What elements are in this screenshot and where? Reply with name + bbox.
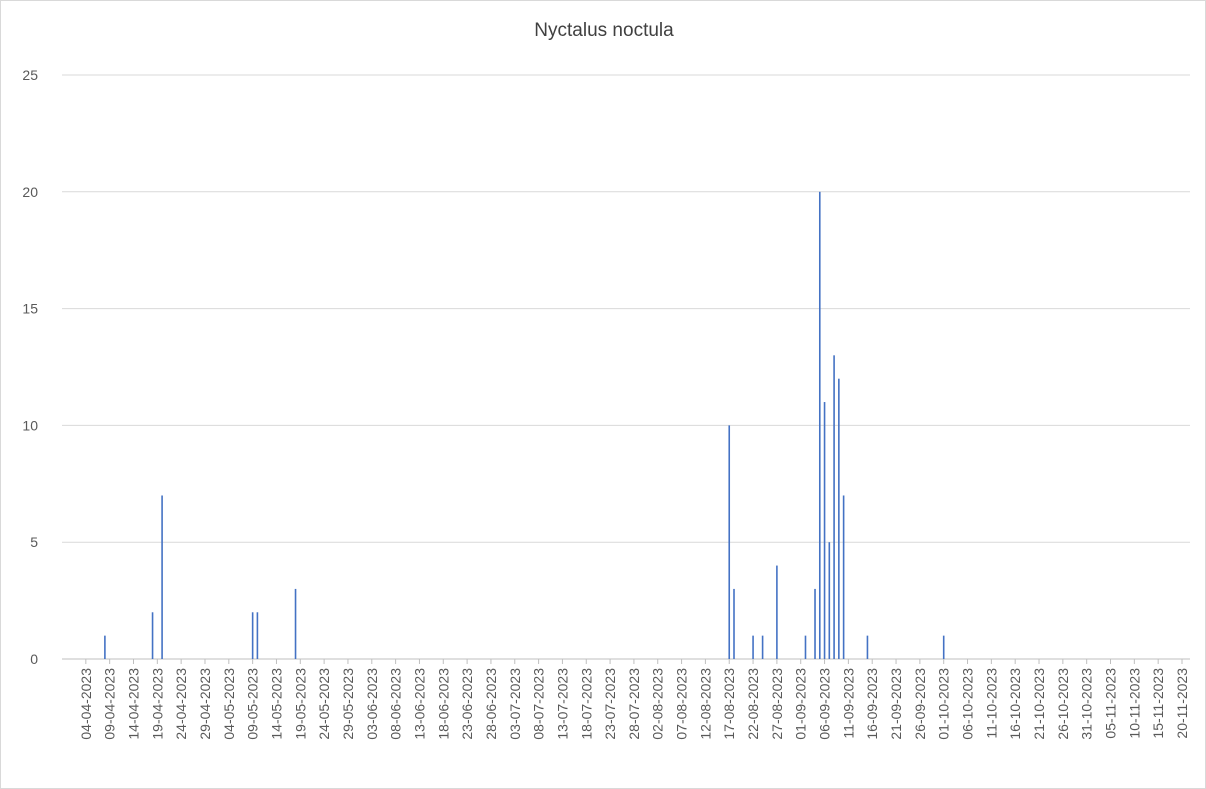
bar	[294, 588, 297, 659]
bar	[733, 588, 735, 659]
y-tick-label: 10	[22, 417, 38, 433]
x-tick-label: 09-05-2023	[245, 668, 261, 740]
y-tick-label: 25	[22, 67, 38, 83]
x-tick-label: 31-10-2023	[1079, 668, 1095, 740]
x-tick-label: 14-05-2023	[268, 668, 284, 740]
bar	[823, 402, 826, 659]
x-tick-label: 23-07-2023	[602, 668, 618, 740]
bar	[104, 635, 106, 659]
x-tick-label: 16-09-2023	[864, 668, 880, 740]
x-tick-label: 28-07-2023	[626, 668, 642, 740]
bar	[842, 495, 845, 659]
x-tick-label: 22-08-2023	[745, 668, 761, 740]
bar	[838, 378, 840, 659]
bar	[728, 425, 731, 659]
x-tick-label: 29-04-2023	[197, 668, 213, 740]
x-tick-label: 12-08-2023	[697, 668, 713, 740]
x-tick-label: 10-11-2023	[1126, 668, 1142, 739]
x-tick-label: 05-11-2023	[1103, 668, 1119, 739]
bar	[151, 612, 154, 659]
x-tick-label: 29-05-2023	[340, 668, 356, 740]
chart-title: Nyctalus noctula	[534, 20, 674, 41]
x-tick-label: 18-07-2023	[578, 668, 594, 740]
bar	[761, 635, 764, 659]
x-tick-label: 08-06-2023	[388, 668, 404, 740]
bar	[818, 191, 821, 660]
x-tick-label: 11-10-2023	[983, 668, 999, 739]
x-tick-label: 19-04-2023	[149, 668, 165, 740]
bar	[814, 588, 816, 659]
y-tick-label: 5	[30, 534, 38, 550]
x-tick-label: 23-06-2023	[459, 668, 475, 740]
x-tick-label: 20-11-2023	[1174, 668, 1190, 739]
bar	[776, 565, 778, 659]
x-tick-label: 21-09-2023	[888, 668, 904, 740]
x-tick-label: 01-10-2023	[936, 668, 952, 740]
x-tick-label: 02-08-2023	[650, 668, 666, 740]
bar	[161, 495, 163, 659]
x-tick-label: 21-10-2023	[1031, 668, 1047, 740]
x-tick-label: 06-09-2023	[817, 668, 833, 740]
x-tick-label: 06-10-2023	[960, 668, 976, 740]
x-tick-label: 26-10-2023	[1055, 668, 1071, 740]
bar	[866, 635, 869, 659]
x-tick-label: 11-09-2023	[840, 668, 856, 739]
bar	[833, 355, 835, 659]
x-tick-label: 04-04-2023	[78, 668, 94, 740]
x-tick-label: 01-09-2023	[793, 668, 809, 740]
x-tick-label: 16-10-2023	[1007, 668, 1023, 740]
x-tick-label: 04-05-2023	[221, 668, 237, 740]
bar	[256, 612, 259, 659]
x-tick-label: 03-07-2023	[507, 668, 523, 740]
x-tick-label: 24-05-2023	[316, 668, 332, 740]
x-tick-label: 07-08-2023	[674, 668, 690, 740]
bar	[942, 635, 945, 659]
y-tick-label: 20	[22, 184, 38, 200]
x-tick-label: 17-08-2023	[721, 668, 737, 740]
x-tick-label: 13-06-2023	[411, 668, 427, 740]
x-tick-label: 24-04-2023	[173, 668, 189, 740]
bar	[828, 542, 831, 659]
x-tick-label: 18-06-2023	[435, 668, 451, 740]
bar	[251, 612, 254, 659]
y-tick-label: 15	[22, 301, 38, 317]
y-tick-label: 0	[30, 651, 38, 667]
bar	[804, 635, 807, 659]
x-tick-label: 14-04-2023	[125, 668, 141, 740]
x-tick-label: 08-07-2023	[531, 668, 547, 740]
x-tick-label: 28-06-2023	[483, 668, 499, 740]
x-tick-label: 15-11-2023	[1150, 668, 1166, 739]
x-tick-label: 27-08-2023	[769, 668, 785, 740]
x-tick-label: 03-06-2023	[364, 668, 380, 740]
bar	[752, 635, 754, 659]
x-tick-label: 26-09-2023	[912, 668, 928, 740]
x-tick-label: 13-07-2023	[554, 668, 570, 740]
x-tick-label: 09-04-2023	[102, 668, 118, 740]
x-tick-label: 19-05-2023	[292, 668, 308, 740]
